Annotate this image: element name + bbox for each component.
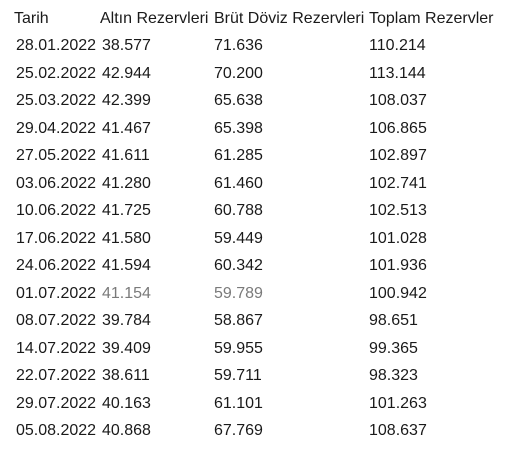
cell-date: 28.01.2022	[16, 37, 97, 54]
table-row: 05.08.2022 40.868 67.769 108.637	[14, 417, 509, 445]
table-header-row: Tarih Altın Rezervleri Brüt Döviz Rezerv…	[14, 6, 509, 32]
cell-total: 102.897	[369, 147, 427, 164]
cell-gross-fx: 67.769	[214, 422, 263, 439]
table-row: 27.05.2022 41.611 61.285 102.897	[14, 142, 509, 170]
cell-total: 113.144	[369, 64, 426, 82]
cell-gold: 39.784	[102, 312, 151, 329]
cell-date: 17.06.2022	[16, 229, 97, 247]
cell-gold: 41.594	[102, 257, 151, 274]
cell-total: 106.865	[369, 119, 427, 137]
cell-date: 14.07.2022	[16, 339, 97, 357]
cell-gold: 39.409	[102, 339, 151, 357]
cell-gross-fx: 70.200	[214, 64, 263, 82]
cell-date: 24.06.2022	[16, 257, 97, 274]
cell-date: 29.07.2022	[16, 394, 97, 412]
cell-gold: 41.725	[102, 202, 151, 219]
cell-date: 08.07.2022	[16, 312, 97, 329]
cell-gross-fx: 59.449	[214, 229, 263, 247]
cell-total: 110.214	[369, 37, 426, 54]
table-row: 01.07.2022 41.154 59.789 100.942	[14, 280, 509, 308]
cell-date: 03.06.2022	[16, 174, 97, 192]
cell-gold: 42.399	[102, 92, 151, 109]
table-row: 08.07.2022 39.784 58.867 98.651	[14, 307, 509, 335]
cell-gross-fx: 59.955	[214, 339, 263, 357]
cell-total: 102.513	[369, 202, 427, 219]
cell-gross-fx: 60.788	[214, 202, 263, 219]
cell-gross-fx: 59.789	[214, 284, 263, 302]
table-row: 10.06.2022 41.725 60.788 102.513	[14, 197, 509, 225]
table-row: 29.04.2022 41.467 65.398 106.865	[14, 115, 509, 143]
header-date: Tarih	[14, 10, 49, 27]
cell-total: 102.741	[369, 174, 427, 192]
cell-gross-fx: 65.398	[214, 119, 263, 137]
header-gross-fx-reserves: Brüt Döviz Rezervleri	[214, 10, 365, 27]
cell-total: 101.936	[369, 257, 427, 274]
table-row: 14.07.2022 39.409 59.955 99.365	[14, 335, 509, 363]
cell-date: 01.07.2022	[16, 284, 97, 302]
cell-date: 22.07.2022	[16, 367, 97, 384]
cell-gold: 40.163	[102, 394, 151, 412]
cell-date: 10.06.2022	[16, 202, 97, 219]
cell-total: 108.637	[369, 422, 427, 439]
cell-total: 98.323	[369, 367, 418, 384]
cell-gold: 40.868	[102, 422, 151, 439]
cell-gold: 38.577	[102, 37, 151, 54]
cell-gold: 41.580	[102, 229, 151, 247]
cell-total: 101.028	[369, 229, 427, 247]
header-total-reserves: Toplam Rezervler	[369, 10, 494, 27]
cell-gross-fx: 59.711	[214, 367, 262, 384]
table-row: 29.07.2022 40.163 61.101 101.263	[14, 390, 509, 418]
table-row: 17.06.2022 41.580 59.449 101.028	[14, 225, 509, 253]
table-row: 03.06.2022 41.280 61.460 102.741	[14, 170, 509, 198]
cell-gross-fx: 65.638	[214, 92, 263, 109]
table-row: 25.03.2022 42.399 65.638 108.037	[14, 87, 509, 115]
table-row: 28.01.2022 38.577 71.636 110.214	[14, 32, 509, 60]
table-row: 25.02.2022 42.944 70.200 113.144	[14, 60, 509, 88]
cell-gold: 41.611	[102, 147, 150, 164]
cell-total: 100.942	[369, 284, 427, 302]
table-row: 24.06.2022 41.594 60.342 101.936	[14, 252, 509, 280]
cell-date: 29.04.2022	[16, 119, 97, 137]
reserves-table: Tarih Altın Rezervleri Brüt Döviz Rezerv…	[14, 6, 509, 445]
cell-gross-fx: 58.867	[214, 312, 263, 329]
cell-gross-fx: 61.101	[214, 394, 263, 412]
cell-gross-fx: 60.342	[214, 257, 263, 274]
header-gold-reserves: Altın Rezervleri	[100, 10, 209, 27]
cell-total: 98.651	[369, 312, 418, 329]
cell-gold: 38.611	[102, 367, 150, 384]
cell-gross-fx: 71.636	[214, 37, 263, 54]
cell-date: 25.02.2022	[16, 64, 97, 82]
cell-gold: 41.154	[102, 284, 151, 302]
cell-total: 99.365	[369, 339, 418, 357]
cell-gold: 41.467	[102, 119, 151, 137]
cell-total: 108.037	[369, 92, 427, 109]
cell-date: 05.08.2022	[16, 422, 97, 439]
cell-gold: 42.944	[102, 64, 151, 82]
table-row: 22.07.2022 38.611 59.711 98.323	[14, 362, 509, 390]
cell-date: 27.05.2022	[16, 147, 97, 164]
cell-date: 25.03.2022	[16, 92, 97, 109]
cell-total: 101.263	[369, 394, 427, 412]
cell-gross-fx: 61.285	[214, 147, 263, 164]
cell-gold: 41.280	[102, 174, 151, 192]
table-body: 28.01.2022 38.577 71.636 110.214 25.02.2022 4…	[14, 32, 509, 445]
cell-gross-fx: 61.460	[214, 174, 263, 192]
